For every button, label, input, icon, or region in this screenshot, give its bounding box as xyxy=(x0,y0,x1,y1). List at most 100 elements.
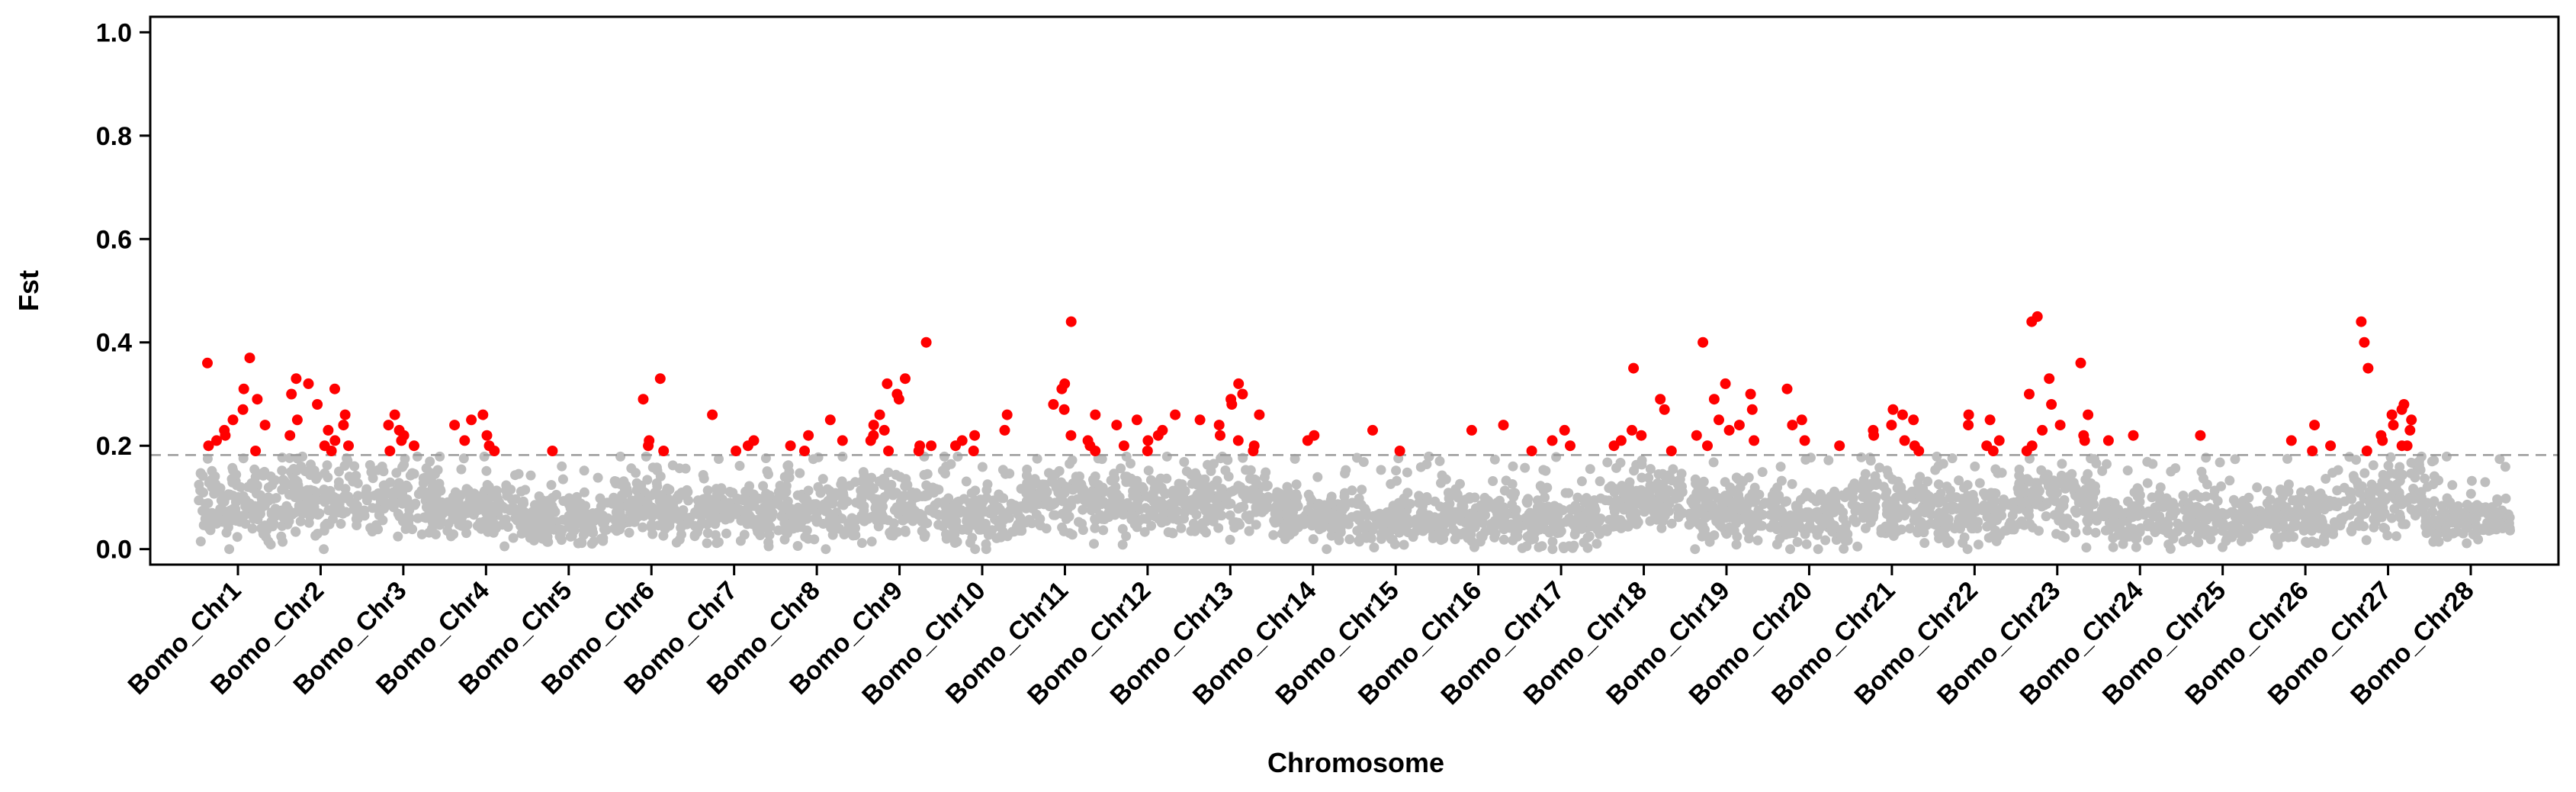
fst-point xyxy=(2057,513,2067,523)
fst-point xyxy=(2126,510,2137,520)
fst-point xyxy=(1736,475,1746,486)
fst-point xyxy=(1469,522,1480,533)
fst-point xyxy=(601,524,612,535)
significant-fst-point xyxy=(1254,409,1265,420)
significant-fst-point xyxy=(1142,446,1153,456)
fst-point xyxy=(2143,535,2154,546)
fst-point xyxy=(1656,523,1667,533)
fst-point xyxy=(674,463,685,474)
fst-point xyxy=(1661,475,1672,485)
fst-point xyxy=(1759,499,1768,510)
fst-point xyxy=(1055,487,1065,497)
significant-fst-point xyxy=(1248,446,1259,456)
fst-point xyxy=(2386,513,2397,523)
fst-point xyxy=(889,505,900,515)
fst-point xyxy=(1368,511,1379,521)
fst-point xyxy=(1954,475,1964,486)
fst-point xyxy=(611,476,622,487)
fst-point xyxy=(1990,488,2001,499)
fst-point xyxy=(647,529,658,539)
fst-point xyxy=(1313,500,1324,510)
significant-fst-point xyxy=(1065,316,1077,327)
fst-point xyxy=(361,493,372,504)
fst-point xyxy=(2427,456,2437,467)
fst-point xyxy=(953,496,964,507)
fst-point xyxy=(1947,501,1958,511)
fst-point xyxy=(525,533,535,543)
significant-fst-point xyxy=(2195,430,2206,441)
fst-point xyxy=(1540,465,1551,476)
fst-point xyxy=(1334,535,1344,546)
fst-point xyxy=(1024,499,1035,510)
fst-point xyxy=(1352,499,1363,509)
fst-point xyxy=(647,519,657,530)
significant-fst-point xyxy=(1233,378,1245,389)
fst-point xyxy=(699,509,710,519)
fst-point xyxy=(1268,530,1279,540)
fst-point xyxy=(1211,479,1222,490)
fst-point xyxy=(821,544,831,555)
fst-point xyxy=(1878,481,1889,492)
fst-point xyxy=(2344,510,2355,520)
fst-point xyxy=(2195,527,2205,538)
fst-point xyxy=(1868,507,1879,518)
fst-point xyxy=(1247,485,1257,495)
fst-point xyxy=(2167,497,2178,508)
fst-point xyxy=(740,486,751,497)
fst-point xyxy=(2195,504,2206,515)
fst-point xyxy=(1499,485,1510,496)
fst-point xyxy=(223,489,233,500)
significant-fst-point xyxy=(658,446,670,456)
fst-point xyxy=(981,493,992,503)
fst-point xyxy=(277,452,287,463)
fst-point xyxy=(1973,539,1983,550)
fst-point xyxy=(618,476,629,487)
fst-point xyxy=(300,466,310,477)
fst-point xyxy=(2406,468,2417,478)
fst-point xyxy=(631,485,642,495)
fst-point xyxy=(1179,456,1190,467)
fst-point xyxy=(1479,507,1489,518)
fst-point xyxy=(1564,513,1575,523)
significant-fst-point xyxy=(2102,435,2114,446)
fst-point xyxy=(1576,476,1587,487)
fst-point xyxy=(2209,485,2220,496)
fst-point xyxy=(1489,532,1500,542)
fst-point xyxy=(808,454,818,465)
significant-fst-point xyxy=(244,353,255,364)
fst-point xyxy=(1498,534,1509,545)
significant-fst-point xyxy=(1056,383,1068,394)
fst-point xyxy=(1848,514,1859,524)
fst-point xyxy=(1624,485,1634,496)
fst-point xyxy=(2106,520,2117,531)
fst-point xyxy=(284,489,294,500)
fst-point xyxy=(615,501,625,511)
fst-point xyxy=(1386,534,1396,544)
fst-point xyxy=(557,461,567,472)
fst-point xyxy=(1488,476,1498,486)
fst-point xyxy=(1913,527,1923,538)
fst-point xyxy=(975,524,986,535)
fst-point xyxy=(2321,474,2331,484)
significant-fst-point xyxy=(1559,424,1570,436)
fst-point xyxy=(1233,481,1244,491)
significant-fst-point xyxy=(220,430,231,441)
fst-point xyxy=(1054,465,1065,476)
fst-point xyxy=(1563,488,1574,498)
fst-point xyxy=(1414,497,1424,508)
fst-point xyxy=(448,492,458,502)
fst-point xyxy=(295,516,306,526)
fst-point xyxy=(1932,492,1942,503)
fst-point xyxy=(277,520,287,531)
significant-fst-point xyxy=(999,424,1010,436)
fst-point xyxy=(310,530,321,541)
fst-point xyxy=(1525,530,1536,539)
fst-point xyxy=(879,491,890,502)
fst-point xyxy=(1248,493,1258,504)
fst-point xyxy=(481,465,492,476)
fst-point xyxy=(1932,451,1942,462)
fst-point xyxy=(1668,464,1678,475)
fst-point xyxy=(1089,539,1099,549)
significant-fst-point xyxy=(211,435,222,446)
fst-point xyxy=(2322,523,2333,534)
